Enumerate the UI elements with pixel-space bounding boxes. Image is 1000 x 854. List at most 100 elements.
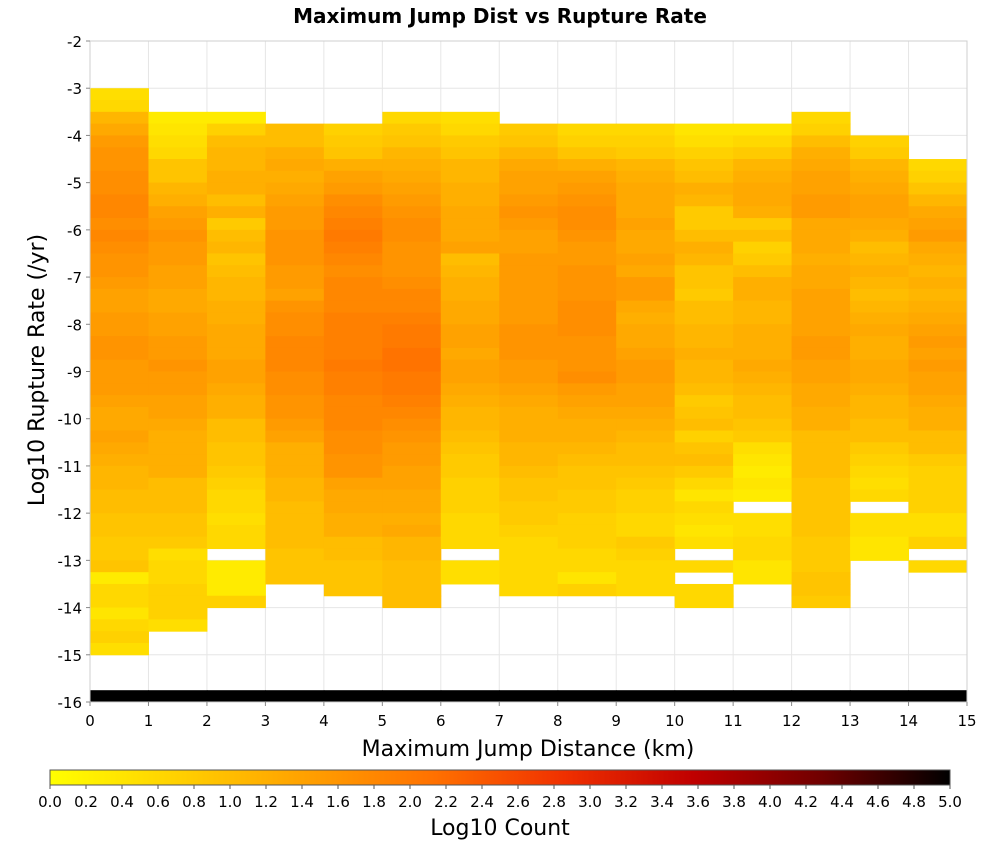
- heatmap-cell: [323, 524, 383, 538]
- heatmap-cell-bottom: [616, 690, 676, 702]
- heatmap-cell: [323, 194, 383, 207]
- heatmap-cell: [265, 265, 325, 278]
- heatmap-cell: [791, 277, 851, 290]
- heatmap-cell: [382, 241, 442, 254]
- heatmap-cell: [206, 135, 266, 148]
- chart-title: Maximum Jump Dist vs Rupture Rate: [293, 4, 707, 28]
- heatmap-cell: [674, 489, 734, 502]
- heatmap-cell: [90, 583, 149, 597]
- heatmap-cell: [440, 312, 500, 325]
- heatmap-cell: [850, 206, 910, 219]
- heatmap-cell: [206, 359, 266, 372]
- colorbar-tick-label: 3.2: [614, 793, 638, 811]
- heatmap-cell: [323, 312, 383, 325]
- x-tick-label: 2: [202, 712, 212, 730]
- heatmap-cell: [323, 206, 383, 219]
- heatmap-cell: [791, 489, 851, 502]
- heatmap-cell: [733, 536, 793, 550]
- y-axis-ticks: -2 -3 -4 -5 -6 -7 -8 -9 -10 -11 -12 -13 -14 -15 -16: [58, 33, 90, 712]
- heatmap-cell: [382, 277, 442, 290]
- heatmap-cell: [148, 548, 208, 561]
- heatmap-cell: [733, 548, 793, 561]
- heatmap-cell: [674, 465, 734, 479]
- x-tick-label: 7: [494, 712, 504, 730]
- heatmap-cell: [616, 454, 676, 467]
- x-tick-label: 1: [144, 712, 154, 730]
- heatmap-cell: [265, 288, 325, 302]
- heatmap-cell: [323, 300, 383, 313]
- heatmap-cell: [382, 229, 442, 243]
- heatmap-cell: [206, 595, 266, 609]
- heatmap-cell: [557, 300, 617, 313]
- heatmap-cell: [440, 265, 500, 278]
- heatmap-cells: [90, 88, 968, 702]
- heatmap-cell: [382, 347, 442, 361]
- heatmap-cell: [733, 359, 793, 372]
- heatmap-cell: [908, 182, 968, 195]
- heatmap-cell: [557, 465, 617, 479]
- heatmap-cell: [206, 336, 266, 349]
- heatmap-cell: [382, 548, 442, 561]
- heatmap-cell: [674, 430, 734, 443]
- heatmap-cell: [265, 454, 325, 467]
- colorbar-tick-label: 2.2: [434, 793, 458, 811]
- heatmap-cell: [323, 536, 383, 550]
- heatmap-cell: [733, 572, 793, 585]
- heatmap-cell: [90, 253, 149, 266]
- heatmap-cell: [148, 300, 208, 313]
- heatmap-cell: [733, 123, 793, 136]
- heatmap-cell: [557, 159, 617, 172]
- heatmap-cell: [850, 170, 910, 184]
- heatmap-cell: [557, 206, 617, 219]
- colorbar-tick-label: 2.0: [398, 793, 422, 811]
- heatmap-cell: [791, 418, 851, 432]
- heatmap-cell: [90, 324, 149, 337]
- y-tick-label: -7: [67, 269, 82, 287]
- heatmap-cell: [265, 253, 325, 266]
- heatmap-cell: [791, 395, 851, 408]
- heatmap-cell: [791, 513, 851, 526]
- heatmap-cell: [850, 288, 910, 302]
- heatmap-cell: [557, 572, 617, 585]
- heatmap-cell: [90, 182, 149, 195]
- heatmap-cell: [382, 501, 442, 514]
- heatmap-cell: [908, 489, 968, 502]
- heatmap-cell: [733, 194, 793, 207]
- heatmap-cell: [791, 406, 851, 420]
- heatmap-cell: [90, 159, 149, 172]
- heatmap-cell: [557, 241, 617, 254]
- heatmap-cell: [90, 454, 149, 467]
- heatmap-cell: [733, 159, 793, 172]
- heatmap-cell: [791, 159, 851, 172]
- heatmap-cell: [557, 560, 617, 573]
- heatmap-cell: [499, 513, 559, 526]
- heatmap-cell: [791, 312, 851, 325]
- heatmap-cell: [206, 430, 266, 443]
- heatmap-cell: [90, 631, 149, 644]
- heatmap-cell: [265, 383, 325, 396]
- heatmap-cell: [674, 536, 734, 550]
- colorbar-tick-label: 2.8: [542, 793, 566, 811]
- heatmap-cell: [440, 241, 500, 254]
- heatmap-cell: [90, 111, 149, 125]
- heatmap-cell: [850, 229, 910, 243]
- heatmap-cell: [674, 206, 734, 219]
- heatmap-cell: [148, 359, 208, 372]
- heatmap-cell: [90, 524, 149, 538]
- heatmap-cell: [616, 442, 676, 455]
- heatmap-cell: [206, 465, 266, 479]
- heatmap-cell: [440, 477, 500, 491]
- heatmap-cell: [206, 218, 266, 231]
- y-tick-label: -13: [58, 552, 83, 570]
- heatmap-cell: [382, 454, 442, 467]
- heatmap-cell: [148, 442, 208, 455]
- heatmap-cell: [557, 442, 617, 455]
- heatmap-cell: [616, 418, 676, 432]
- heatmap-cell: [265, 359, 325, 372]
- heatmap-cell: [323, 371, 383, 384]
- heatmap-cell: [674, 501, 734, 514]
- heatmap-cell: [90, 572, 149, 585]
- heatmap-cell: [265, 123, 325, 136]
- heatmap-cell: [206, 524, 266, 538]
- heatmap-cell: [733, 253, 793, 266]
